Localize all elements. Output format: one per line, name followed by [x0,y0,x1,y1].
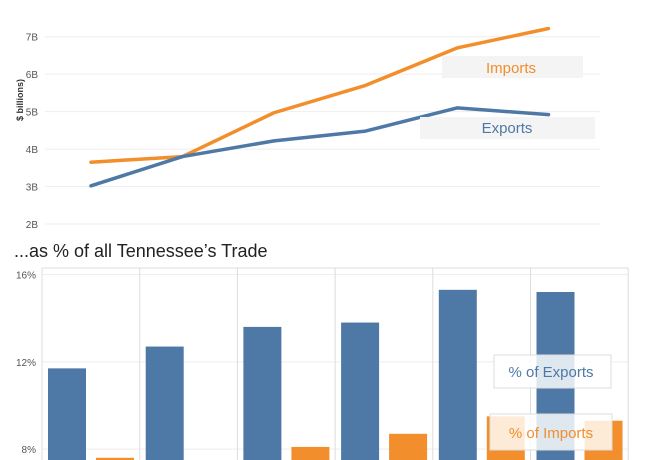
line-series-exports [89,106,551,188]
bar-chart-series-labels: % of Exports % of Imports [489,354,613,451]
line-chart-gridlines [45,36,600,225]
line-chart-series [89,26,551,188]
line-y-tick-label: 2B [26,220,39,231]
bar-y-tick-label: 12% [16,358,36,369]
line-chart: 2B 3B 4B 5B 6B 7B $ billions) Imports Exports [15,26,600,231]
bar-exports [145,346,184,460]
bar-exports [48,368,86,460]
line-chart-y-axis-title: $ billions) [15,79,25,121]
bar-imports [96,457,134,460]
line-series-imports [89,26,551,164]
line-series-label-imports: Imports [486,60,536,77]
line-series-label-box [420,117,595,139]
bar-series-label-imports: % of Imports [509,425,593,442]
bar-exports [243,326,282,460]
line-chart-y-ticks: 2B 3B 4B 5B 6B 7B [26,33,39,231]
bar-series-label-box [493,354,612,389]
line-y-tick-label: 6B [26,70,39,81]
bar-imports [389,433,428,460]
line-series-label-box [442,56,583,78]
bar-series-label-box [489,413,613,451]
bar-chart-y-ticks: 8% 12% 16% [16,271,36,457]
bar-imports [291,446,330,460]
line-y-tick-label: 4B [26,145,39,156]
bar-exports [341,322,380,460]
line-series-label-exports: Exports [482,120,533,137]
bar-series-label-exports: % of Exports [508,364,593,381]
line-chart-series-labels: Imports Exports [420,56,595,139]
bar-chart-title: ...as % of all Tennessee’s Trade [14,241,268,261]
bar-y-tick-label: 8% [22,445,37,456]
bar-chart: 8% 12% 16% % of Exports % of Imports [16,267,629,460]
bar-exports [438,289,477,460]
line-y-tick-label: 5B [26,108,39,119]
bar-y-tick-label: 16% [16,271,36,282]
line-y-tick-label: 3B [26,183,39,194]
line-y-tick-label: 7B [26,33,39,44]
